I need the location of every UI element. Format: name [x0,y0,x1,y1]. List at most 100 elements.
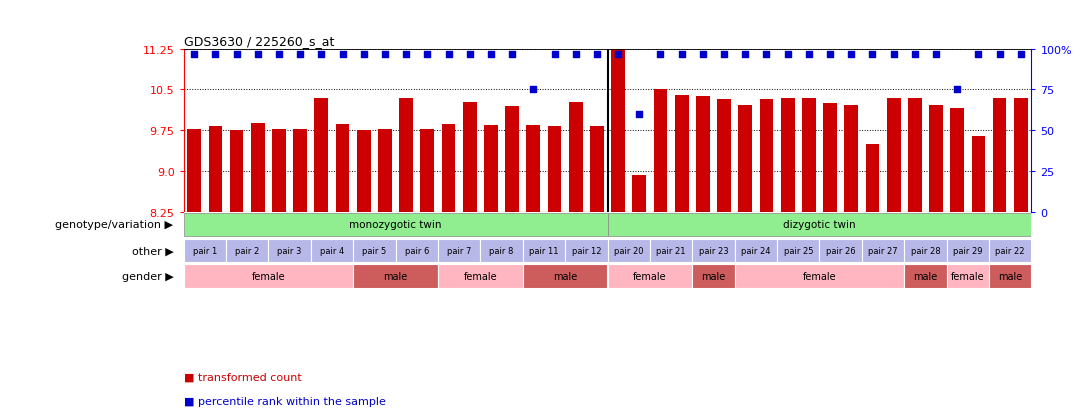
Bar [908,98,921,212]
Point [397,51,415,58]
Point [842,51,860,58]
Bar [353,239,395,262]
Text: pair 11: pair 11 [529,246,558,255]
Text: pair 26: pair 26 [826,246,855,255]
Text: male: male [383,271,407,281]
Point [249,51,267,58]
Text: dizygotic twin: dizygotic twin [783,220,855,230]
Point [525,87,542,93]
Text: other ▶: other ▶ [132,246,174,256]
Point [228,51,245,58]
Text: gender ▶: gender ▶ [122,271,174,281]
Bar [607,214,1031,237]
Point [652,51,670,58]
Bar [523,265,607,288]
Bar [611,50,625,212]
Text: male: male [553,271,577,281]
Point [758,51,775,58]
Bar [696,97,710,212]
Bar [484,126,498,212]
Text: female: female [633,271,666,281]
Bar [184,265,353,288]
Bar [904,239,946,262]
Text: pair 20: pair 20 [613,246,644,255]
Text: pair 2: pair 2 [235,246,259,255]
Point [673,51,690,58]
Bar [420,129,434,212]
Bar [272,129,286,212]
Text: pair 25: pair 25 [783,246,813,255]
Bar [1014,98,1028,212]
Bar [442,124,456,212]
Text: ■ transformed count: ■ transformed count [184,372,301,382]
Text: pair 1: pair 1 [192,246,217,255]
Bar [463,103,476,212]
Bar [569,103,582,212]
Text: GDS3630 / 225260_s_at: GDS3630 / 225260_s_at [184,36,334,48]
Text: pair 8: pair 8 [489,246,514,255]
Bar [759,100,773,212]
Bar [823,104,837,212]
Bar [314,98,328,212]
Point [206,51,224,58]
Bar [353,265,438,288]
Point [440,51,457,58]
Bar [208,126,222,212]
Point [461,51,478,58]
Point [822,51,839,58]
Bar [675,96,689,212]
Point [419,51,436,58]
Bar [336,124,350,212]
Text: male: male [701,271,726,281]
Point [292,51,309,58]
Bar [230,130,243,212]
Text: pair 22: pair 22 [996,246,1025,255]
Bar [989,239,1031,262]
Bar [378,129,392,212]
Point [800,51,818,58]
Bar [607,265,692,288]
Text: pair 7: pair 7 [447,246,471,255]
Point [503,51,521,58]
Point [991,51,1009,58]
Point [694,51,712,58]
Bar [845,105,859,212]
Point [186,51,203,58]
Bar [505,107,519,212]
Bar [653,90,667,212]
Bar [993,98,1007,212]
Bar [187,129,201,212]
Bar [734,265,904,288]
Text: female: female [463,271,497,281]
Point [376,51,393,58]
Bar [548,127,562,212]
Point [779,51,796,58]
Bar [820,239,862,262]
Point [885,51,902,58]
Point [483,51,500,58]
Bar [739,105,752,212]
Point [589,51,606,58]
Point [631,111,648,118]
Bar [887,98,901,212]
Bar [734,239,778,262]
Point [567,51,584,58]
Bar [251,124,265,212]
Bar [400,98,413,212]
Point [948,87,966,93]
Point [545,51,563,58]
Bar [692,239,734,262]
Bar [294,129,307,212]
Text: female: female [252,271,285,281]
Point [334,51,351,58]
Bar [972,136,985,212]
Bar [904,265,946,288]
Point [609,51,626,58]
Bar [778,239,820,262]
Point [1012,51,1029,58]
Text: ■ percentile rank within the sample: ■ percentile rank within the sample [184,396,386,406]
Text: pair 23: pair 23 [699,246,728,255]
Bar [929,105,943,212]
Point [928,51,945,58]
Bar [523,239,565,262]
